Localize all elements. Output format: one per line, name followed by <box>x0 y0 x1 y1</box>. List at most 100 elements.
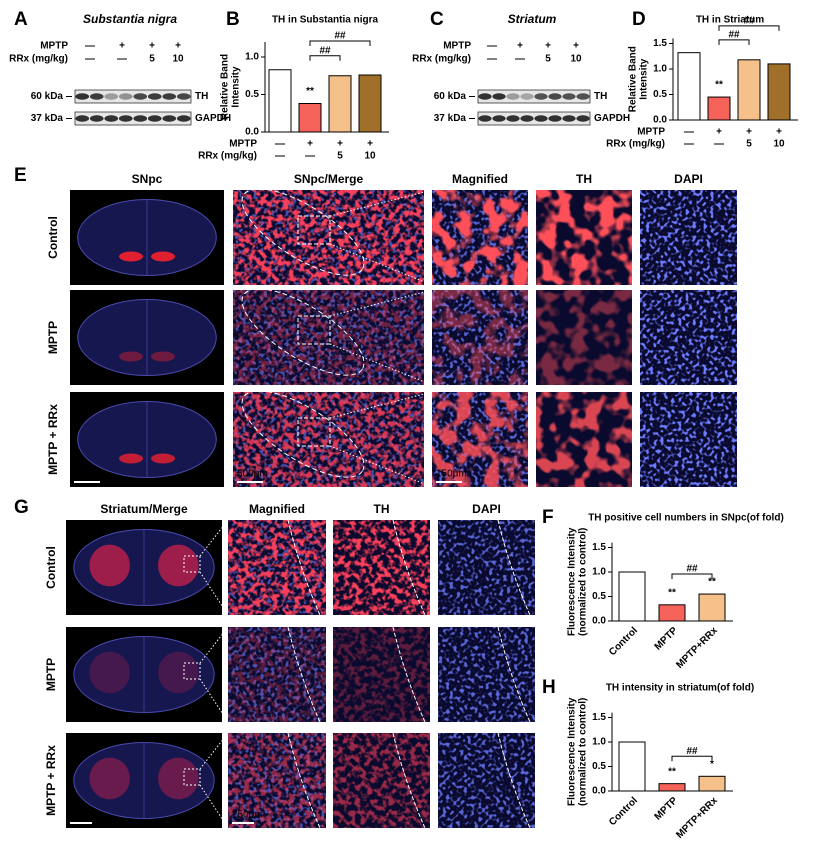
zoom-line <box>199 678 229 723</box>
zoom-box <box>183 555 201 573</box>
striatum <box>89 544 130 587</box>
dapi-signal <box>438 733 535 828</box>
label: SNpc/Merge <box>294 172 364 186</box>
striatum <box>89 651 130 694</box>
th-signal <box>432 392 528 487</box>
label: MPTP <box>653 625 681 653</box>
bracket <box>718 25 780 31</box>
label: 0.5 <box>592 591 606 602</box>
label: Fluorescence Intensity <box>567 697 578 806</box>
label: MPTP + RRx <box>46 404 60 475</box>
label: 10 <box>172 54 184 65</box>
label: F <box>542 507 554 528</box>
th-signal <box>432 190 528 285</box>
label: Control <box>44 546 58 589</box>
zoom-line <box>199 571 229 616</box>
label: ## <box>743 15 755 26</box>
boundary <box>392 626 426 723</box>
zoom-line <box>199 784 229 829</box>
dapi-signal <box>438 627 535 722</box>
label: 1.0 <box>592 737 606 748</box>
label: ## <box>686 746 698 757</box>
label: + <box>119 41 125 52</box>
boundary <box>287 626 321 723</box>
label: G <box>14 497 29 518</box>
dapi-signal <box>640 290 737 385</box>
label: 1.5 <box>592 542 606 553</box>
label: DAPI <box>472 502 501 516</box>
label: + <box>573 41 579 52</box>
striatum <box>158 651 199 694</box>
bracket <box>718 39 750 45</box>
label: 1.5 <box>592 712 606 723</box>
th-signal <box>536 190 632 285</box>
label: 0.5 <box>653 89 667 100</box>
dapi-signal <box>640 392 737 487</box>
th-signal <box>228 733 326 828</box>
label: TH <box>195 91 208 102</box>
label: — <box>85 41 95 52</box>
label: + <box>337 139 343 150</box>
label: 0.0 <box>592 786 606 797</box>
dapi-signal <box>438 520 535 615</box>
label: 1.0 <box>592 567 606 578</box>
label: — <box>487 41 497 52</box>
th-signal <box>333 627 430 722</box>
boundary <box>287 519 321 616</box>
bar <box>767 63 791 121</box>
blot-band <box>477 111 591 126</box>
label: 1.0 <box>653 64 667 75</box>
label: 1mm <box>70 810 92 821</box>
band-blob <box>492 93 506 100</box>
boundary <box>392 732 426 829</box>
bar <box>328 75 352 133</box>
bar <box>698 593 726 622</box>
label: — <box>275 139 285 150</box>
zoom-line <box>329 243 433 286</box>
zoom-line <box>199 519 229 557</box>
label: — <box>305 151 315 162</box>
label: Striatum <box>508 12 557 26</box>
striatum <box>158 544 199 587</box>
label: ** <box>708 577 716 588</box>
label: 5 <box>746 139 752 150</box>
bar <box>707 96 731 121</box>
label: Relative Band <box>628 46 639 112</box>
label: — <box>714 139 724 150</box>
label: — <box>515 54 525 65</box>
label: + <box>175 41 181 52</box>
blot-band <box>74 111 192 126</box>
band-blob <box>520 93 534 100</box>
label: 5 <box>149 54 155 65</box>
th-signal <box>228 627 326 722</box>
band-blob <box>75 115 90 122</box>
dapi-signal <box>640 190 737 285</box>
label: Fluorescence Intensity <box>567 527 578 636</box>
blot-band <box>74 89 192 104</box>
th-signal <box>536 392 632 487</box>
th-signal <box>228 520 326 615</box>
label: (normalized to control) <box>578 698 589 806</box>
label: A <box>14 9 28 30</box>
band-blob <box>520 115 534 122</box>
label: RRx (mg/kg) <box>606 139 665 150</box>
striatum <box>158 757 199 800</box>
bar <box>737 59 761 121</box>
band-blob <box>147 115 162 122</box>
boundary <box>497 519 531 616</box>
snpc <box>151 251 175 262</box>
snpc <box>119 251 143 262</box>
boundary <box>392 519 426 616</box>
label: — <box>117 54 127 65</box>
label: TH <box>374 502 390 516</box>
label: MPTP <box>229 139 257 150</box>
label: 0.0 <box>592 616 606 627</box>
band-blob <box>548 115 562 122</box>
bracket <box>309 40 371 46</box>
bar <box>658 604 686 622</box>
bar <box>658 783 686 792</box>
zoom-line <box>329 189 433 217</box>
snpc <box>151 351 175 362</box>
label: Magnified <box>452 172 508 186</box>
